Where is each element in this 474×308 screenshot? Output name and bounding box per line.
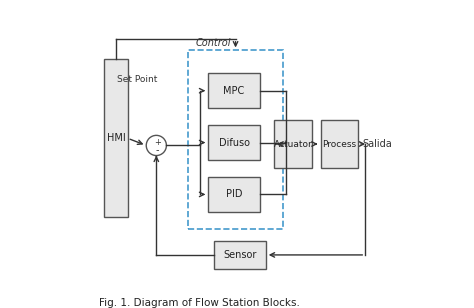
FancyBboxPatch shape xyxy=(214,241,266,269)
Text: Fig. 1. Diagram of Flow Station Blocks.: Fig. 1. Diagram of Flow Station Blocks. xyxy=(99,298,300,308)
Text: PID: PID xyxy=(226,189,242,199)
FancyBboxPatch shape xyxy=(208,73,260,108)
FancyBboxPatch shape xyxy=(208,177,260,212)
FancyBboxPatch shape xyxy=(320,120,358,168)
Text: Set Point: Set Point xyxy=(118,75,158,84)
Text: -: - xyxy=(155,145,159,155)
Text: Difuso: Difuso xyxy=(219,138,250,148)
Text: Process: Process xyxy=(322,140,356,148)
FancyBboxPatch shape xyxy=(274,120,312,168)
FancyBboxPatch shape xyxy=(104,59,128,217)
Text: Control: Control xyxy=(195,38,231,48)
FancyBboxPatch shape xyxy=(208,125,260,160)
Text: HMI: HMI xyxy=(107,133,125,143)
Text: MPC: MPC xyxy=(224,86,245,96)
Text: +: + xyxy=(154,138,161,148)
Text: Salida: Salida xyxy=(362,139,392,149)
Text: Sensor: Sensor xyxy=(223,250,256,260)
Text: Actuator: Actuator xyxy=(274,140,312,148)
